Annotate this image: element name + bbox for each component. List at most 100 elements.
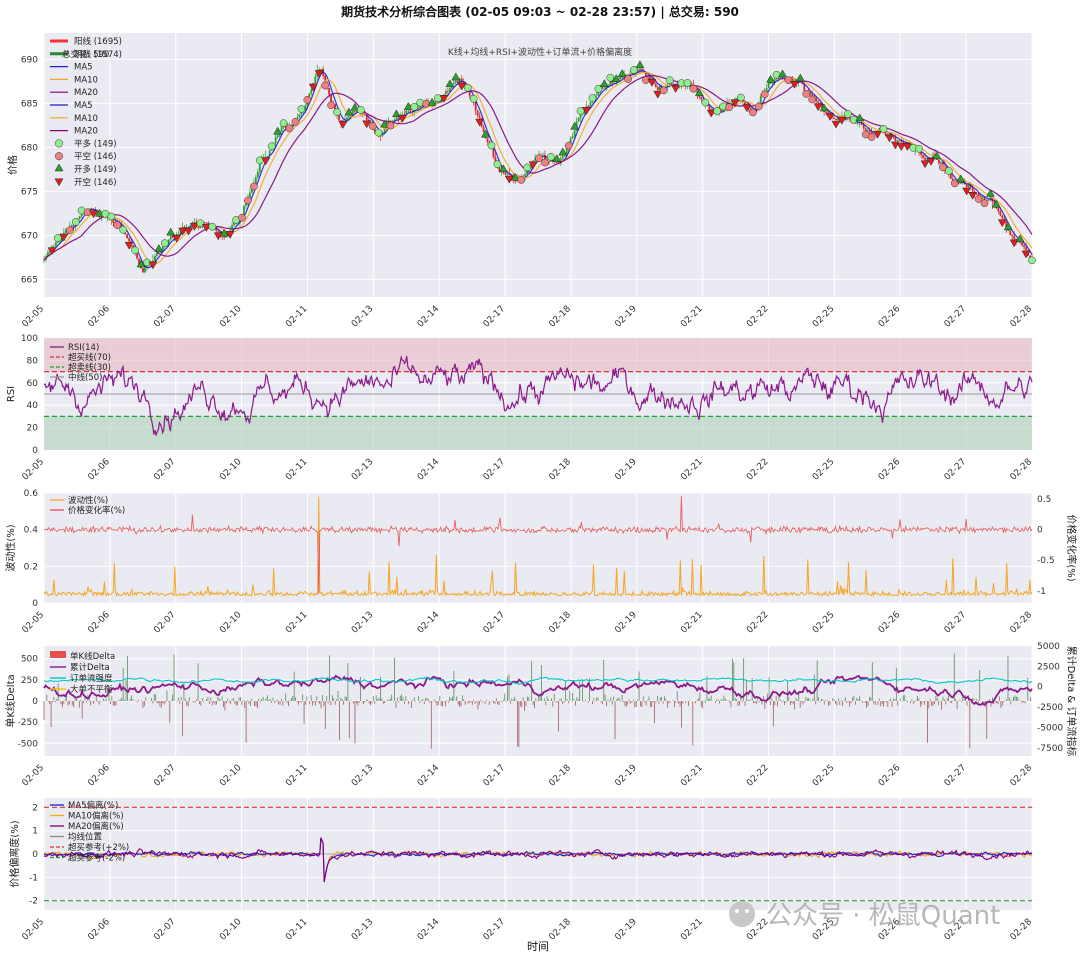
candle-body xyxy=(524,174,527,177)
candle-body xyxy=(258,163,261,172)
legend-label: 单K线Delta xyxy=(70,651,115,662)
close-short-marker xyxy=(564,141,573,150)
candle-body xyxy=(854,122,857,124)
open-short-marker xyxy=(1021,250,1031,259)
date-tick-label: 02-06 xyxy=(86,610,112,636)
open-long-marker xyxy=(635,60,645,69)
open-short-marker xyxy=(190,222,199,231)
candle-body xyxy=(187,226,190,228)
candle-body xyxy=(280,126,283,133)
y-tick-label: 680 xyxy=(21,143,38,153)
candle-body xyxy=(827,112,829,114)
candle-body xyxy=(878,127,881,131)
y-tick-label: 665 xyxy=(21,275,38,285)
candle-body xyxy=(514,180,517,182)
candle-body xyxy=(407,110,410,112)
candle-body xyxy=(300,111,303,115)
open-long-marker xyxy=(136,259,146,268)
open-long-marker xyxy=(985,189,995,197)
candle-body xyxy=(346,117,348,120)
candle-body xyxy=(249,192,251,198)
close-long-marker xyxy=(463,83,472,92)
candle-body xyxy=(126,234,129,239)
candle-body xyxy=(987,199,990,201)
open-short-marker xyxy=(825,113,835,121)
candle-body xyxy=(215,226,218,231)
open-long-marker xyxy=(611,74,621,82)
candle-body xyxy=(401,114,404,116)
candle-body xyxy=(769,82,772,84)
legend-label: 阴线 (1574) xyxy=(74,49,122,60)
candle-body xyxy=(268,150,271,156)
candle-body xyxy=(771,81,774,84)
date-tick-label: 02-27 xyxy=(943,457,969,483)
date-tick-label: 02-28 xyxy=(1009,763,1035,789)
legend-label: 超买参考(+2%) xyxy=(68,842,129,853)
candle-body xyxy=(1011,234,1014,237)
close-long-marker xyxy=(772,70,781,79)
legend-label: 价格变化率(%) xyxy=(68,505,125,516)
open-long-marker xyxy=(403,102,413,110)
y-tick-label: 0 xyxy=(32,446,38,456)
legend-label: 阳线 (1695) xyxy=(74,36,122,47)
legend-label: MA20 xyxy=(74,127,98,137)
open-long-marker xyxy=(991,199,1001,208)
legend-label: MA5 xyxy=(74,101,93,111)
candle-body xyxy=(815,98,818,101)
candle-body xyxy=(448,87,451,92)
candle-body xyxy=(225,235,228,238)
candle-body xyxy=(70,225,73,228)
candle-body xyxy=(650,78,653,80)
close-long-marker xyxy=(594,84,603,93)
candle-body xyxy=(474,101,477,111)
candle-body xyxy=(171,236,174,238)
date-tick-label: 02-13 xyxy=(350,304,376,330)
close-long-marker xyxy=(71,218,80,226)
y-tick-label: 2 xyxy=(32,803,38,813)
open-short-marker xyxy=(997,219,1007,228)
candle-body xyxy=(486,138,489,142)
date-tick-label: 02-21 xyxy=(679,917,705,943)
candle-body xyxy=(254,177,257,184)
legend-label: 平空 (146) xyxy=(74,151,117,162)
x-axis-label: 时间 xyxy=(527,940,549,953)
date-tick-label: 02-14 xyxy=(416,763,442,789)
open-short-marker xyxy=(261,157,271,166)
candle-body xyxy=(243,205,245,215)
candle-body xyxy=(169,236,172,240)
legend-label: MA20偏离(%) xyxy=(68,821,124,832)
date-tick-label: 02-28 xyxy=(1009,304,1035,330)
date-tick-label: 02-06 xyxy=(86,457,112,483)
legend-swatch xyxy=(54,178,64,187)
candle-body xyxy=(421,105,424,107)
candle-body xyxy=(886,134,889,135)
open-long-marker xyxy=(95,208,104,217)
candle-body xyxy=(124,232,127,235)
y-tick-label: 100 xyxy=(21,334,38,344)
candle-body xyxy=(229,230,232,232)
open-long-marker xyxy=(956,174,966,183)
date-tick-label: 02-06 xyxy=(86,304,112,330)
candle-body xyxy=(621,76,624,78)
candle-body xyxy=(866,130,869,132)
candle-body xyxy=(736,98,738,99)
date-tick-label: 02-13 xyxy=(350,610,376,636)
candle-body xyxy=(417,108,420,109)
candle-body xyxy=(767,82,770,89)
panel-3-background xyxy=(44,493,1032,603)
open-long-marker xyxy=(570,121,580,130)
open-long-marker xyxy=(819,103,829,112)
open-short-marker xyxy=(314,70,324,78)
candle-body xyxy=(837,117,839,121)
open-short-marker xyxy=(439,95,449,103)
y-tick-label: 40 xyxy=(27,401,39,411)
candle-body xyxy=(801,82,804,85)
open-short-marker xyxy=(902,143,912,151)
candle-body xyxy=(793,80,796,82)
candle-body xyxy=(330,94,332,103)
candle-body xyxy=(670,83,673,85)
open-long-marker xyxy=(855,113,865,122)
open-long-marker xyxy=(219,228,229,237)
figure-title: 期货技术分析综合图表 (02-05 09:03 ~ 02-28 23:57) |… xyxy=(341,4,739,19)
close-short-marker xyxy=(950,179,959,188)
